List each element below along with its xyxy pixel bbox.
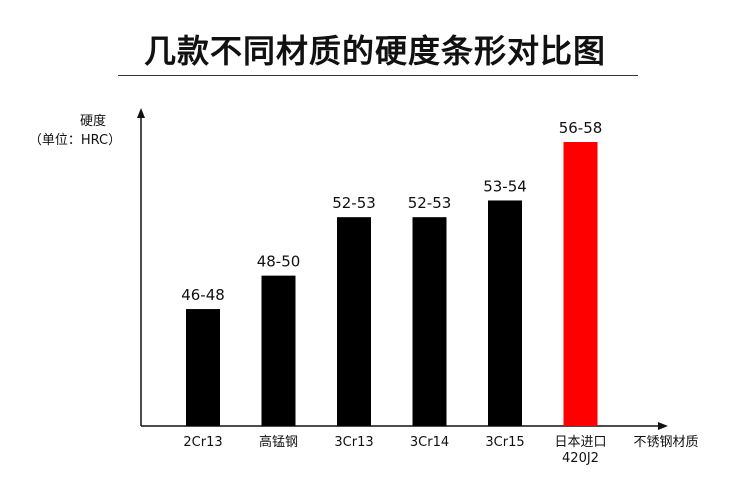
category-label: 高锰钢 — [259, 434, 298, 450]
bar-value-label: 56-58 — [559, 119, 603, 137]
bar-value-label: 52-53 — [408, 194, 452, 212]
bar — [488, 200, 522, 426]
bar — [261, 275, 296, 426]
value-labels-group: 46-48 48-50 52-53 52-53 53-54 56-58 — [181, 119, 602, 304]
bar — [563, 142, 598, 426]
bar-value-label: 52-53 — [332, 194, 376, 212]
x-axis-arrow — [658, 422, 668, 430]
bar — [337, 217, 371, 426]
category-label: 日本进口 — [554, 435, 606, 450]
y-axis-label: 硬度 — [80, 113, 106, 129]
bar-value-label: 48-50 — [257, 253, 301, 271]
bar-value-label: 53-54 — [483, 177, 527, 195]
x-axis-label: 不锈钢材质 — [633, 435, 698, 450]
chart-title: 几款不同材质的硬度条形对比图 — [143, 32, 606, 70]
bar — [412, 217, 447, 426]
category-label: 2Cr13 — [183, 435, 222, 450]
category-label: 3Cr13 — [334, 435, 373, 450]
category-label: 420J2 — [562, 451, 599, 466]
title-divider — [118, 75, 638, 76]
bar — [186, 309, 220, 426]
category-label: 3Cr14 — [410, 435, 449, 450]
bars-group — [186, 142, 598, 426]
bar-value-label: 46-48 — [181, 286, 225, 304]
y-axis-arrow — [137, 108, 145, 118]
category-label: 3Cr15 — [485, 435, 524, 450]
y-axis-unit-label: （单位：HRC） — [29, 133, 121, 148]
